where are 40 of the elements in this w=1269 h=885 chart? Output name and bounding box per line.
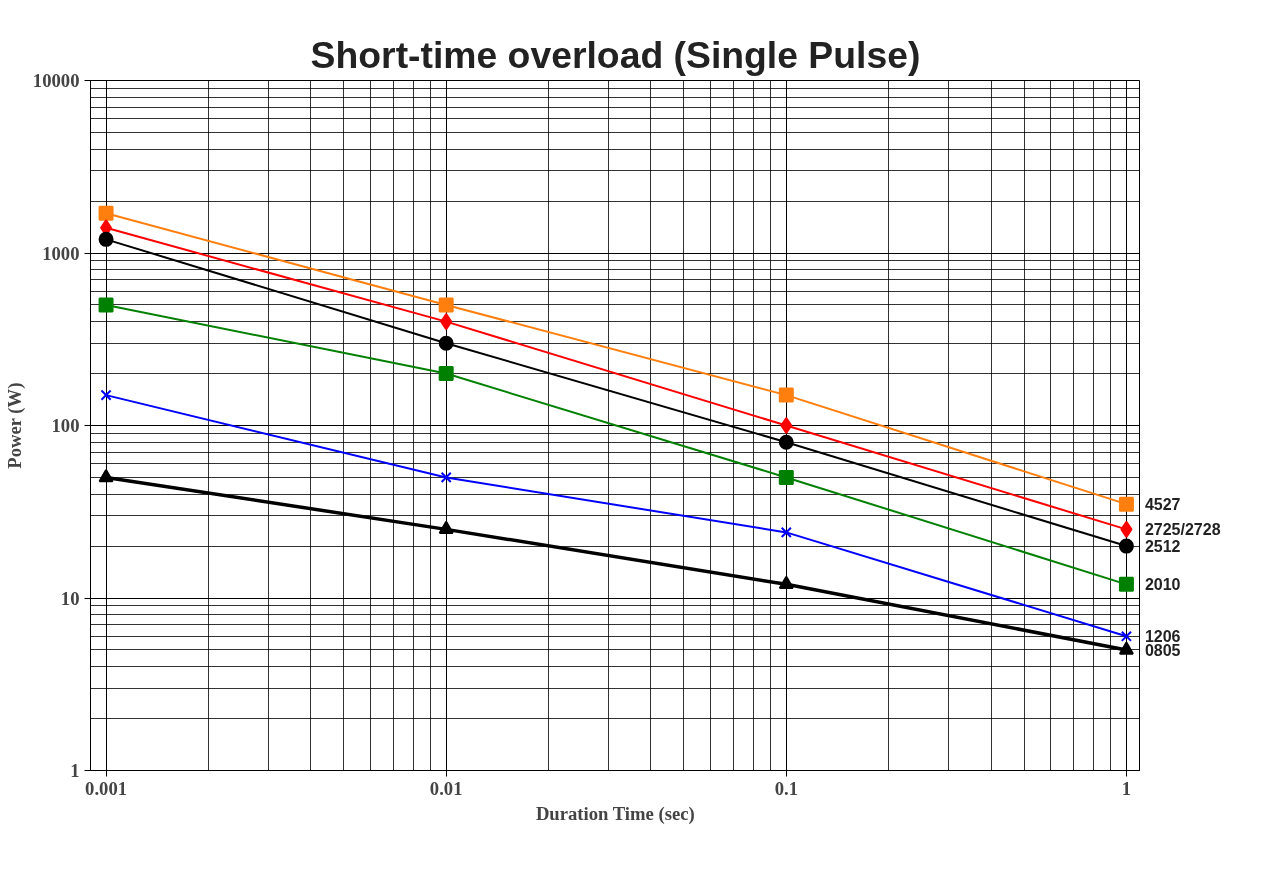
y-axis-title: Power (W) xyxy=(3,382,26,469)
point xyxy=(1118,538,1134,554)
point xyxy=(100,389,112,401)
y-tick-label: 100 xyxy=(51,415,80,436)
point xyxy=(440,471,452,484)
point xyxy=(778,575,794,590)
point xyxy=(438,520,454,535)
x-tick-label: 1 xyxy=(1121,777,1132,799)
series-label: 2725/2728 xyxy=(1144,520,1221,538)
chart-title: Short-time overload (Single Pulse) xyxy=(310,33,921,76)
point xyxy=(98,468,114,483)
point xyxy=(778,469,794,485)
series-label: 2512 xyxy=(1144,538,1181,556)
x-axis-title: Duration Time (sec) xyxy=(535,802,695,825)
series-label: 2010 xyxy=(1144,576,1181,594)
point xyxy=(778,387,794,403)
series-label: 0805 xyxy=(1144,641,1181,659)
point xyxy=(1118,641,1134,655)
point xyxy=(98,231,114,247)
y-tick-label: 1 xyxy=(70,760,80,781)
point xyxy=(1120,630,1133,642)
point xyxy=(98,205,114,221)
series-label: 4527 xyxy=(1144,496,1181,514)
point xyxy=(438,297,454,313)
point xyxy=(780,526,792,539)
point xyxy=(1118,496,1134,512)
point xyxy=(778,434,794,450)
point xyxy=(438,366,454,382)
y-tick-label: 10 xyxy=(60,587,80,609)
x-tick-label: 0.1 xyxy=(774,777,798,799)
point xyxy=(438,335,454,351)
x-tick-label: 0.01 xyxy=(429,777,463,799)
point xyxy=(1118,576,1134,592)
x-tick-label: 0.001 xyxy=(85,777,128,799)
point xyxy=(440,313,453,331)
point xyxy=(98,297,114,313)
point xyxy=(780,417,793,434)
y-tick-label: 1000 xyxy=(42,242,80,264)
y-tick-label: 10000 xyxy=(32,70,80,91)
point xyxy=(1120,520,1133,538)
